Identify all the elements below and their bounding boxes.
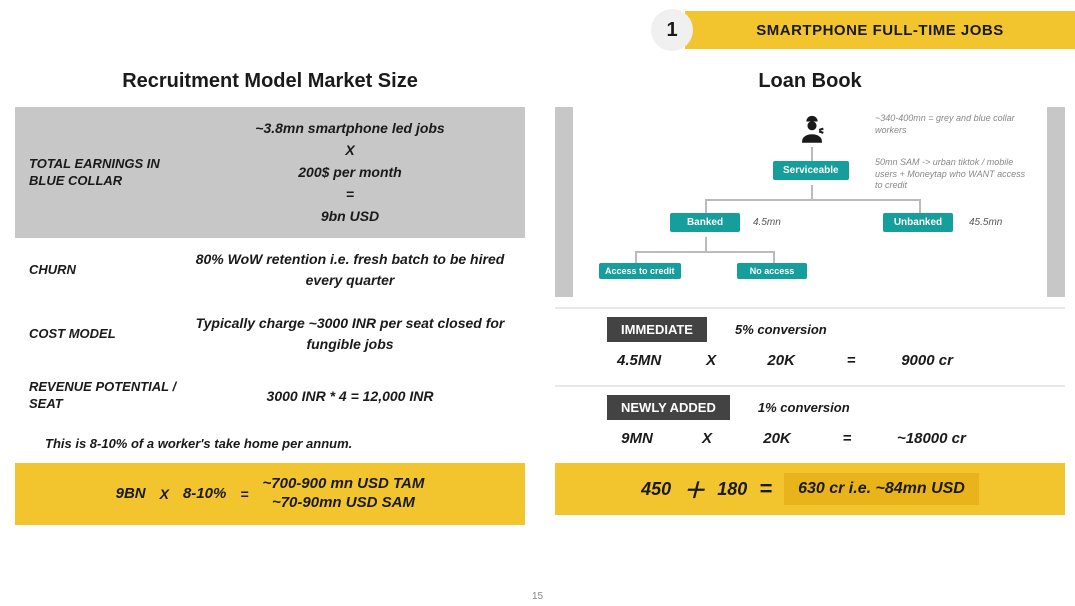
footer-a: 9BN <box>116 485 146 502</box>
connector <box>635 251 637 263</box>
header-title: SMARTPHONE FULL-TIME JOBS <box>756 22 1004 39</box>
row-label: CHURN <box>29 262 189 279</box>
legend-1: ~340-400mn = grey and blue collar worker… <box>875 113 1035 136</box>
connector <box>705 199 707 213</box>
line: 200$ per month <box>189 162 511 183</box>
connector <box>919 199 921 213</box>
line: 80% WoW retention i.e. fresh batch to be… <box>189 249 511 291</box>
left-note: This is 8-10% of a worker's take home pe… <box>15 426 525 463</box>
footer-op2: = <box>240 486 248 502</box>
val: 9000 cr <box>901 352 953 369</box>
line: ~3.8mn smartphone led jobs <box>189 118 511 139</box>
row-body: Typically charge ~3000 INR per seat clos… <box>189 312 511 356</box>
row-body: ~3.8mn smartphone led jobs X 200$ per mo… <box>189 117 511 228</box>
row-body: 3000 INR * 4 = 12,000 INR <box>189 385 511 408</box>
rf-a: 450 <box>641 479 671 500</box>
calc-immediate: IMMEDIATE 5% conversion 4.5MN X 20K = 90… <box>555 307 1065 385</box>
page-number: 15 <box>532 591 543 602</box>
header-title-bar: SMARTPHONE FULL-TIME JOBS <box>685 11 1075 49</box>
left-footer: 9BN X 8-10% = ~700-900 mn USD TAM ~70-90… <box>15 463 525 525</box>
op: = <box>827 430 867 447</box>
right-title: Loan Book <box>555 70 1065 93</box>
row-body: 80% WoW retention i.e. fresh batch to be… <box>189 248 511 292</box>
legend-2: 50mn SAM -> urban tiktok / mobile users … <box>875 157 1035 192</box>
row-label: COST MODEL <box>29 326 189 343</box>
connector <box>705 237 707 251</box>
label: Access to credit <box>605 266 675 276</box>
val: 4.5MN <box>617 352 661 369</box>
conv-newly: 1% conversion <box>758 400 850 415</box>
connector <box>811 147 813 161</box>
calc-newly-added: NEWLY ADDED 1% conversion 9MN X 20K = ~1… <box>555 385 1065 463</box>
row-cost-model: COST MODEL Typically charge ~3000 INR pe… <box>15 302 525 366</box>
footer-b: 8-10% <box>183 485 226 502</box>
node-banked: Banked <box>670 213 740 232</box>
diagram-side-right <box>1047 107 1065 297</box>
loan-diagram: ~340-400mn = grey and blue collar worker… <box>555 107 1065 297</box>
node-no-access: No access <box>737 263 807 279</box>
val: 20K <box>757 430 797 447</box>
line: 3000 INR * 4 = 12,000 INR <box>189 386 511 407</box>
value-unbanked: 45.5mn <box>969 217 1002 228</box>
op: X <box>691 352 731 369</box>
rf-result: 630 cr i.e. ~84mn USD <box>784 473 979 504</box>
op: X <box>687 430 727 447</box>
footer-result: ~700-900 mn USD TAM ~70-90mn USD SAM <box>263 475 425 513</box>
rf-b: 180 <box>717 479 747 500</box>
row-label: TOTAL EARNINGS IN BLUE COLLAR <box>29 156 189 190</box>
section-index: 1 <box>666 19 677 42</box>
left-title: Recruitment Model Market Size <box>15 70 525 93</box>
row-revenue-potential: REVENUE POTENTIAL / SEAT 3000 INR * 4 = … <box>15 366 525 426</box>
row-churn: CHURN 80% WoW retention i.e. fresh batch… <box>15 238 525 302</box>
value-banked: 4.5mn <box>753 217 781 228</box>
connector <box>811 185 813 199</box>
plus-icon: ＋ <box>683 473 705 505</box>
connector <box>635 251 775 253</box>
tag-newly: NEWLY ADDED <box>607 395 730 420</box>
node-unbanked: Unbanked <box>883 213 953 232</box>
row-total-earnings: TOTAL EARNINGS IN BLUE COLLAR ~3.8mn sma… <box>15 107 525 238</box>
line: Typically charge ~3000 INR per seat clos… <box>189 313 511 355</box>
equals-icon: = <box>759 476 772 502</box>
val: 9MN <box>617 430 657 447</box>
line: = <box>189 184 511 205</box>
connector <box>705 199 921 201</box>
footer-op1: X <box>160 486 169 502</box>
calc-row: 4.5MN X 20K = 9000 cr <box>607 342 1035 377</box>
left-column: Recruitment Model Market Size TOTAL EARN… <box>15 70 525 525</box>
tag-immediate: IMMEDIATE <box>607 317 707 342</box>
right-footer: 450 ＋ 180 = 630 cr i.e. ~84mn USD <box>555 463 1065 515</box>
diagram-side-left <box>555 107 573 297</box>
header-band: 1 SMARTPHONE FULL-TIME JOBS <box>651 8 1075 52</box>
node-serviceable: Serviceable <box>773 161 849 180</box>
calc-row: 9MN X 20K = ~18000 cr <box>607 420 1035 455</box>
section-index-circle: 1 <box>651 9 693 51</box>
val: 20K <box>761 352 801 369</box>
line: ~700-900 mn USD TAM <box>263 475 425 494</box>
val: ~18000 cr <box>897 430 966 447</box>
op: = <box>831 352 871 369</box>
line: ~70-90mn USD SAM <box>263 494 425 513</box>
line: X <box>189 140 511 161</box>
row-label: REVENUE POTENTIAL / SEAT <box>29 379 189 413</box>
connector <box>773 251 775 263</box>
line: 9bn USD <box>189 206 511 227</box>
node-access: Access to credit <box>599 263 681 279</box>
conv-immediate: 5% conversion <box>735 322 827 337</box>
right-column: Loan Book ~340-400mn = grey and blue col… <box>555 70 1065 515</box>
